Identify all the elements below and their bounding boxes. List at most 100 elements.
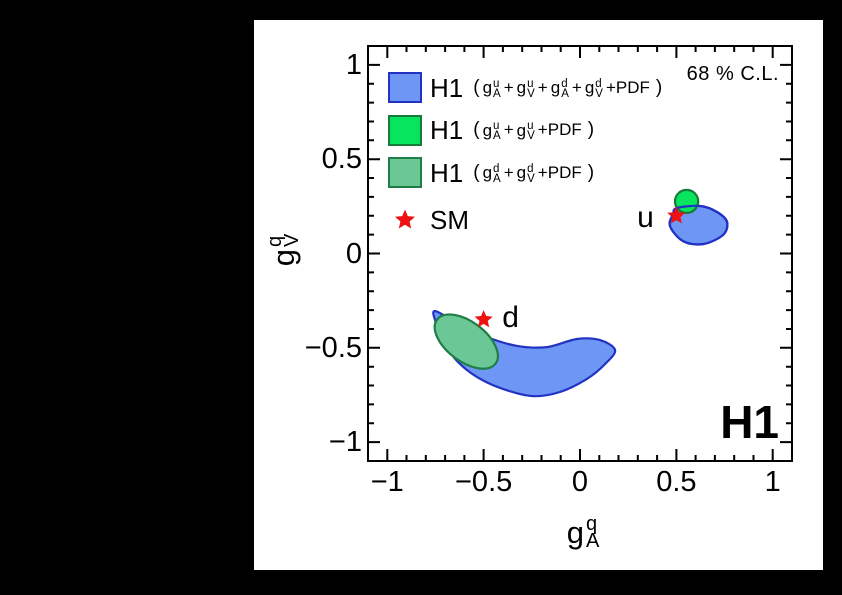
confidence-level-label: 68 % C.L. bbox=[686, 63, 779, 85]
formula-text: + bbox=[537, 77, 548, 97]
formula-text: ) bbox=[587, 119, 595, 140]
y-tick-label--0.5: −0.5 bbox=[304, 331, 362, 364]
x-axis-title-sub: A bbox=[585, 530, 600, 552]
coupling-sup: u bbox=[493, 77, 500, 90]
formula-text: ) bbox=[587, 161, 595, 183]
coupling-sub: V bbox=[527, 172, 535, 185]
y-tick-label-1: 1 bbox=[345, 48, 362, 81]
contour-outline-overlay-combined_fit_u bbox=[668, 204, 729, 246]
x-tick-label-0.5: 0.5 bbox=[656, 466, 697, 498]
y-tick-label-0: 0 bbox=[345, 237, 362, 270]
sm-star-d bbox=[474, 310, 493, 328]
legend-item-label: H1 bbox=[430, 115, 464, 145]
coupling-sup: d bbox=[595, 77, 602, 90]
legend-item-label: H1 bbox=[430, 72, 464, 103]
experiment-label: H1 bbox=[720, 396, 779, 448]
legend-item-label: SM bbox=[430, 205, 469, 235]
formula-text: + bbox=[503, 162, 514, 182]
x-tick-label--0.5: −0.5 bbox=[455, 466, 513, 498]
legend-swatch-green bbox=[388, 114, 422, 146]
legend-marker-cell bbox=[388, 208, 422, 232]
x-axis-title-base: g bbox=[566, 514, 584, 550]
formula-text: + bbox=[503, 120, 514, 139]
x-tick-label--1: −1 bbox=[370, 466, 404, 498]
y-axis-title-scripts: q V bbox=[264, 233, 303, 248]
coupling-sup: d bbox=[561, 77, 568, 90]
formula-text: ( bbox=[473, 119, 480, 140]
quark-label-u: u bbox=[637, 200, 654, 234]
coupling-base: g bbox=[482, 78, 493, 97]
coupling-sup: u bbox=[527, 77, 534, 90]
legend-item-seagreen: H1(g d A + g d V +PDF) bbox=[388, 157, 597, 188]
formula-text: +PDF bbox=[537, 162, 582, 182]
coupling-sub: A bbox=[561, 87, 569, 100]
y-axis-title: g q V bbox=[257, 200, 309, 300]
legend-item-label: H1 bbox=[430, 157, 464, 188]
coupling-sup: u bbox=[493, 120, 500, 132]
formula-text: ) bbox=[655, 76, 663, 98]
x-axis-title-scripts: q A bbox=[585, 513, 600, 552]
sm-star-u bbox=[667, 206, 686, 224]
coupling-sub: A bbox=[493, 87, 501, 100]
coupling-base: g bbox=[516, 120, 527, 140]
coupling-base: g bbox=[550, 78, 561, 97]
coupling-sup: u bbox=[527, 120, 534, 132]
plot-canvas bbox=[254, 20, 823, 570]
formula-text: +PDF bbox=[537, 120, 582, 139]
coupling-sub: A bbox=[493, 172, 501, 185]
legend-swatch-seagreen bbox=[388, 157, 422, 188]
x-axis-title: g q A bbox=[538, 506, 628, 558]
coupling-sub: V bbox=[595, 87, 603, 100]
coupling-sub: V bbox=[527, 87, 535, 100]
contour-u_only_fit bbox=[673, 188, 700, 214]
contour-d_only_fit bbox=[433, 313, 499, 370]
coupling-base: g bbox=[482, 163, 493, 182]
formula-text: +PDF bbox=[605, 77, 650, 97]
y-tick-label-0.5: 0.5 bbox=[321, 143, 362, 176]
y-axis-title-sub: V bbox=[281, 233, 303, 248]
formula-text: + bbox=[571, 77, 582, 97]
formula-text: + bbox=[503, 77, 514, 97]
legend-item-formula: (g d A + g d V +PDF) bbox=[470, 161, 597, 185]
coupling-sup: d bbox=[527, 162, 534, 175]
coupling-base: g bbox=[584, 78, 595, 97]
coupling-base: g bbox=[516, 78, 527, 97]
x-tick-label-0: 0 bbox=[571, 466, 589, 498]
legend-item-sm: SM bbox=[388, 205, 469, 235]
legend-item-formula: (g u A + g u V +PDF) bbox=[470, 119, 597, 142]
formula-text: ( bbox=[473, 76, 480, 98]
coupling-base: g bbox=[516, 163, 527, 182]
x-tick-label-1: 1 bbox=[764, 466, 781, 498]
formula-text: ( bbox=[473, 161, 480, 183]
legend-item-blue: H1(g u A + g u V + g d A + g d V +PDF) bbox=[388, 72, 665, 103]
coupling-sub: V bbox=[527, 130, 535, 142]
coupling-sup: d bbox=[493, 162, 500, 175]
coupling-base: g bbox=[482, 120, 493, 140]
quark-label-d: d bbox=[502, 300, 519, 334]
x-axis-title-sup: q bbox=[585, 513, 598, 535]
legend-item-green: H1(g u A + g u V +PDF) bbox=[388, 114, 597, 146]
coupling-sub: A bbox=[493, 130, 501, 142]
legend-swatch-blue bbox=[388, 72, 422, 103]
sm-star-icon bbox=[395, 209, 415, 229]
y-axis-title-base: g bbox=[265, 249, 301, 267]
y-tick-label--1: −1 bbox=[328, 426, 362, 459]
